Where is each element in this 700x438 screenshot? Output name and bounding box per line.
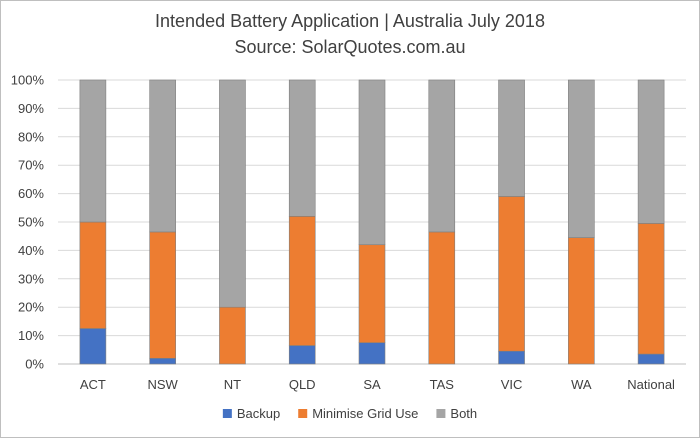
y-tick-label: 70% bbox=[18, 158, 44, 173]
bar-segment bbox=[428, 231, 456, 365]
bar-segment bbox=[219, 306, 246, 365]
bar-segment bbox=[498, 79, 525, 197]
bar-segment bbox=[79, 79, 107, 223]
bar-segment bbox=[428, 79, 456, 233]
bar-segment bbox=[358, 244, 386, 344]
bar-segment bbox=[149, 231, 176, 359]
legend-swatch bbox=[298, 409, 308, 418]
x-tick-label: ACT bbox=[80, 377, 106, 392]
x-tick-label: NSW bbox=[147, 377, 178, 392]
chart-subtitle: Source: SolarQuotes.com.au bbox=[234, 37, 466, 57]
legend-item: Both bbox=[436, 406, 477, 421]
y-tick-label: 10% bbox=[18, 328, 44, 343]
x-tick-label: TAS bbox=[430, 377, 455, 392]
legend-label: Both bbox=[450, 406, 477, 421]
bar-segment bbox=[79, 221, 107, 329]
bar-segment bbox=[358, 79, 386, 246]
legend-swatch bbox=[222, 409, 232, 418]
x-tick-label: WA bbox=[571, 377, 592, 392]
x-tick-label: NT bbox=[224, 377, 241, 392]
bar-segment bbox=[288, 79, 316, 217]
y-tick-label: 100% bbox=[11, 73, 45, 88]
legend-item: Minimise Grid Use bbox=[298, 406, 418, 421]
bar-segment bbox=[358, 342, 386, 365]
x-axis-tick-labels: ACT NSW NT QLD SA TAS VIC WA National bbox=[80, 377, 675, 392]
x-tick-label: VIC bbox=[501, 377, 523, 392]
bar-segment bbox=[149, 79, 176, 233]
bar-segment bbox=[498, 196, 525, 352]
chart-title: Intended Battery Application | Australia… bbox=[155, 11, 545, 31]
y-tick-label: 20% bbox=[18, 300, 44, 315]
y-tick-label: 0% bbox=[25, 357, 44, 372]
y-tick-label: 30% bbox=[18, 271, 44, 286]
y-tick-label: 40% bbox=[18, 243, 44, 258]
bar-segment bbox=[637, 79, 665, 224]
bar-segment bbox=[637, 223, 665, 355]
bar-segment bbox=[637, 353, 665, 365]
bar-segment bbox=[288, 216, 316, 346]
legend-swatch bbox=[436, 409, 446, 418]
bar-segment bbox=[79, 328, 107, 365]
y-tick-label: 80% bbox=[18, 129, 44, 144]
legend: Backup Minimise Grid Use Both bbox=[222, 406, 477, 421]
bar-segment bbox=[219, 79, 246, 308]
legend-label: Backup bbox=[237, 406, 280, 421]
y-tick-label: 50% bbox=[18, 215, 44, 230]
bar-segment bbox=[568, 237, 595, 365]
x-tick-label: SA bbox=[363, 377, 381, 392]
y-tick-label: 90% bbox=[18, 101, 44, 116]
bar-segment bbox=[568, 79, 595, 238]
bar-segment bbox=[149, 358, 176, 365]
legend-label: Minimise Grid Use bbox=[312, 406, 418, 421]
bar-segment bbox=[498, 350, 525, 365]
bars bbox=[79, 79, 665, 365]
y-tick-label: 60% bbox=[18, 186, 44, 201]
bar-segment bbox=[288, 345, 316, 365]
y-axis-tick-labels: 0% 10% 20% 30% 40% 50% 60% 70% 80% 90% 100% bbox=[11, 73, 45, 372]
x-tick-label: QLD bbox=[289, 377, 316, 392]
x-tick-label: National bbox=[627, 377, 675, 392]
legend-item: Backup bbox=[222, 406, 280, 421]
